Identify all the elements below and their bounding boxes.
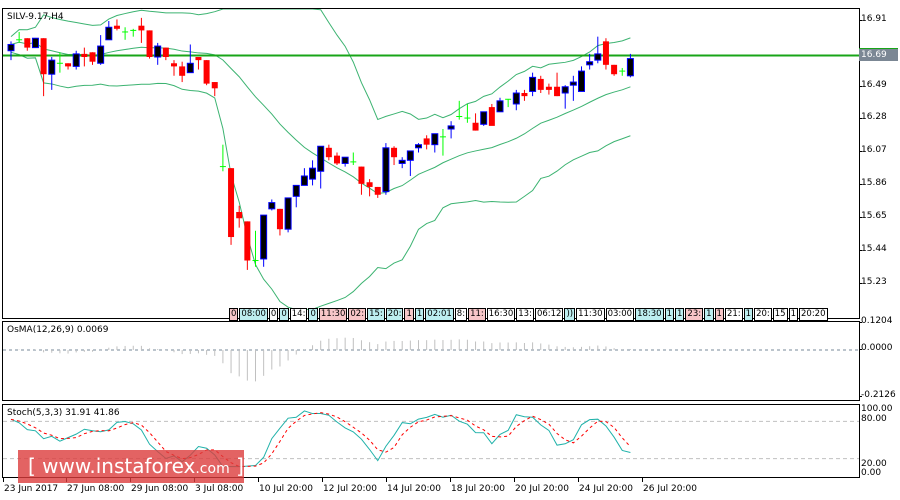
price-tick (859, 86, 862, 87)
price-tick (859, 151, 862, 152)
price-tick-label: 15.23 (861, 277, 887, 287)
session-marker: 1 (743, 308, 754, 321)
session-marker: 06:12 (534, 308, 564, 321)
osma-tick-label: 0.0000 (861, 343, 893, 353)
session-marker: 21: (724, 308, 743, 321)
time-tick (450, 477, 451, 482)
price-tick (859, 20, 862, 21)
session-marker: 02:01 (425, 308, 454, 321)
session-marker: 1 (414, 308, 425, 321)
time-tick-label: 20 Jul 20:00 (515, 484, 569, 494)
session-markers: 0 08:00 0 0 14: 0 11:30 02: 15: 20: 1 1 02:01 8: 11: 16… (229, 308, 829, 321)
session-marker: 20:20 (799, 308, 828, 321)
time-tick-label: 23 Jun 2017 (4, 484, 59, 494)
session-marker: 0 (279, 308, 289, 321)
session-marker: 1 (704, 308, 714, 321)
osma-label: OsMA(12,26,9) 0.0069 (7, 325, 109, 335)
session-marker: )) (564, 308, 576, 321)
time-tick (386, 477, 387, 482)
session-marker: 0 (308, 308, 318, 321)
symbol-title: SILV-9.17,H4 (7, 12, 64, 22)
session-marker: 03:00 (605, 308, 635, 321)
price-tick-label: 16.07 (861, 145, 887, 155)
stochastic-tick-label: 80.00 (861, 414, 887, 424)
price-tick-label: 16.28 (861, 112, 887, 122)
instaforex-watermark: [ www.instaforex.com ] (18, 450, 244, 483)
watermark-bracket: ] (229, 454, 244, 478)
time-tick-label: 3 Jul 08:00 (195, 484, 244, 494)
osma-indicator-pane[interactable]: OsMA(12,26,9) 0.0069 (2, 321, 860, 401)
session-marker: 15 (772, 308, 788, 321)
session-marker: 1 (788, 308, 798, 321)
osma-tick-label: 0.1204 (861, 316, 893, 326)
time-tick-label: 14 Jul 20:00 (387, 484, 441, 494)
session-marker: 02: (348, 308, 367, 321)
osma-tick (859, 349, 862, 350)
session-marker: 20: (754, 308, 772, 321)
session-marker: 1 (664, 308, 674, 321)
osma-histogram (3, 337, 859, 382)
session-marker: 16:30 (486, 308, 516, 321)
time-tick-label: 24 Jul 20:00 (579, 484, 633, 494)
time-tick-label: 27 Jun 08:00 (67, 484, 125, 494)
stochastic-label: Stoch(5,3,3) 31.91 41.86 (7, 408, 120, 418)
time-tick (258, 477, 259, 482)
time-tick-label: 10 Jul 20:00 (259, 484, 313, 494)
price-tick-label: 16.49 (861, 80, 887, 90)
price-tick (859, 283, 862, 284)
time-tick-label: 26 Jul 20:00 (643, 484, 697, 494)
price-tick-label: 16.91 (861, 14, 887, 24)
price-tick-label: 15.65 (861, 211, 887, 221)
price-chart-pane[interactable]: SILV-9.17,H4 0 08:00 0 0 14: 0 11:30 02: 15: 20: 1… (2, 8, 860, 321)
session-marker: 8: (454, 308, 468, 321)
session-marker: 1 (714, 308, 724, 321)
osma-tick (859, 396, 862, 397)
stochastic-tick-label: 100.00 (861, 404, 893, 414)
session-marker: 15: (367, 308, 385, 321)
session-marker: 11:30 (318, 308, 348, 321)
time-tick-label: 18 Jul 20:00 (451, 484, 505, 494)
watermark-com: .com (195, 461, 230, 477)
time-tick (514, 477, 515, 482)
time-tick (322, 477, 323, 482)
session-marker: 1 (675, 308, 685, 321)
session-marker: 13: (516, 308, 534, 321)
current-price-tag: 16.69 (859, 48, 898, 61)
time-tick (642, 477, 643, 482)
time-tick (578, 477, 579, 482)
price-tick (859, 184, 862, 185)
candlestick-chart (3, 9, 859, 311)
time-tick (3, 477, 4, 482)
session-marker: 11:30 (576, 308, 605, 321)
osma-tick-label: -0.2126 (861, 390, 896, 400)
session-marker: 23: (685, 308, 704, 321)
session-marker: 14: (289, 308, 308, 321)
price-tick (859, 250, 862, 251)
stochastic-tick-label: 20.00 (861, 459, 887, 469)
session-marker: 18:30 (635, 308, 664, 321)
session-marker: 20: (385, 308, 404, 321)
time-tick-label: 29 Jun 08:00 (131, 484, 189, 494)
osma-tick (859, 322, 862, 323)
session-marker: 08:00 (239, 308, 268, 321)
stochastic-tick-label: 0.00 (861, 468, 882, 478)
watermark-text: [ www.instaforex (28, 454, 196, 478)
price-tick-label: 15.86 (861, 178, 887, 188)
price-tick-label: 15.44 (861, 244, 887, 254)
session-marker: 0 (229, 308, 239, 321)
session-marker: 11: (468, 308, 486, 321)
session-marker: 0 (268, 308, 279, 321)
time-tick-label: 12 Jul 20:00 (323, 484, 377, 494)
session-marker: 1 (404, 308, 414, 321)
price-tick (859, 118, 862, 119)
price-tick (859, 217, 862, 218)
